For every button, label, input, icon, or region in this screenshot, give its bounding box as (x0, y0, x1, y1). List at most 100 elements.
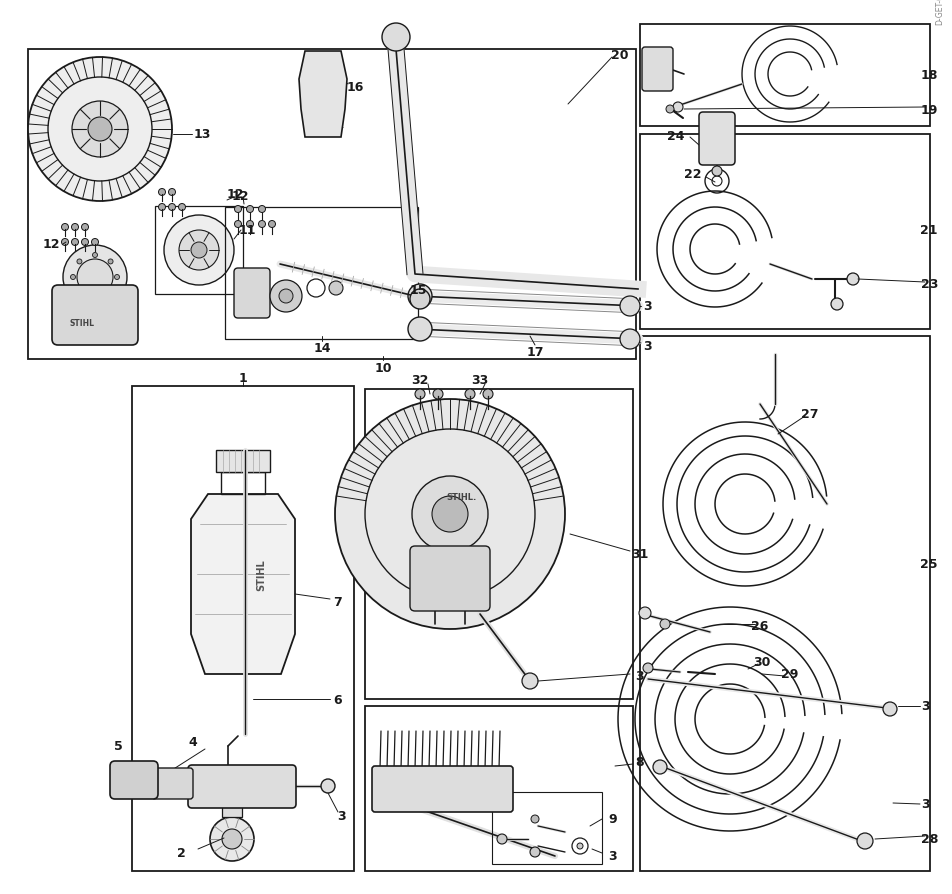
Text: 23: 23 (920, 278, 937, 291)
Bar (365, 706, 632, 871)
Text: 3: 3 (635, 670, 644, 683)
Circle shape (82, 240, 89, 246)
Text: 3: 3 (921, 700, 929, 713)
Circle shape (620, 330, 640, 350)
Bar (640, 337, 929, 871)
Bar (28, 50, 635, 359)
Circle shape (335, 400, 565, 629)
Circle shape (234, 207, 241, 214)
Text: 10: 10 (374, 361, 391, 374)
Circle shape (321, 780, 335, 793)
Circle shape (279, 290, 292, 304)
Text: 2: 2 (177, 847, 186, 859)
Circle shape (530, 815, 539, 823)
Circle shape (643, 663, 652, 673)
Circle shape (169, 204, 175, 211)
Text: 19: 19 (920, 104, 937, 116)
Circle shape (258, 207, 266, 214)
Circle shape (77, 291, 82, 296)
Text: 11: 11 (238, 224, 255, 236)
Circle shape (883, 702, 896, 716)
Text: 29: 29 (781, 668, 798, 680)
Text: 7: 7 (333, 595, 342, 609)
Circle shape (672, 103, 683, 113)
Text: 16: 16 (346, 80, 364, 93)
Circle shape (114, 275, 119, 280)
Text: 1: 1 (238, 372, 248, 385)
Text: 5: 5 (113, 739, 122, 753)
Bar (225, 207, 418, 340)
Circle shape (269, 281, 302, 313)
FancyBboxPatch shape (409, 546, 489, 611)
FancyBboxPatch shape (642, 48, 672, 92)
Text: 30: 30 (752, 656, 770, 669)
Circle shape (169, 190, 175, 197)
Polygon shape (190, 494, 295, 674)
Circle shape (108, 291, 113, 296)
FancyBboxPatch shape (371, 766, 512, 812)
Circle shape (158, 190, 166, 197)
Circle shape (576, 843, 583, 849)
Circle shape (178, 204, 186, 211)
Circle shape (108, 259, 113, 265)
FancyBboxPatch shape (109, 761, 158, 799)
Text: STIHL: STIHL (69, 319, 94, 328)
Text: 12: 12 (231, 190, 248, 203)
Circle shape (407, 317, 431, 342)
Circle shape (71, 224, 78, 232)
Text: STIHL.: STIHL. (446, 492, 477, 501)
Circle shape (522, 673, 538, 689)
Circle shape (639, 607, 650, 620)
Circle shape (88, 118, 112, 142)
Text: 8: 8 (635, 755, 644, 769)
Bar (640, 25, 929, 127)
Text: 21: 21 (920, 224, 937, 236)
Circle shape (660, 620, 669, 629)
Circle shape (529, 847, 540, 857)
Text: 12: 12 (43, 238, 60, 251)
Circle shape (830, 299, 843, 310)
Circle shape (409, 290, 429, 309)
Text: 22: 22 (684, 168, 701, 181)
FancyBboxPatch shape (151, 768, 193, 799)
Bar (365, 390, 632, 699)
Text: 26: 26 (750, 620, 768, 633)
Text: D-GET-0013-A0: D-GET-0013-A0 (935, 0, 943, 25)
Circle shape (72, 102, 128, 158)
Circle shape (247, 207, 253, 214)
Text: 25: 25 (920, 558, 937, 571)
Text: 3: 3 (643, 300, 651, 313)
Circle shape (209, 817, 254, 861)
Circle shape (846, 274, 858, 286)
Text: 24: 24 (666, 131, 684, 143)
Text: 31: 31 (630, 548, 648, 561)
Circle shape (497, 834, 506, 844)
Circle shape (190, 243, 207, 258)
Text: 14: 14 (313, 342, 330, 354)
Text: 20: 20 (610, 48, 628, 62)
Circle shape (92, 253, 97, 258)
Text: 33: 33 (471, 373, 488, 386)
Circle shape (268, 221, 275, 228)
Text: 32: 32 (411, 373, 428, 386)
Text: 15: 15 (408, 283, 426, 296)
Circle shape (465, 390, 474, 400)
Circle shape (382, 24, 409, 52)
Text: 18: 18 (920, 69, 937, 81)
Circle shape (91, 240, 98, 246)
Circle shape (92, 297, 97, 302)
Bar (155, 207, 243, 295)
Bar (491, 792, 602, 864)
Circle shape (77, 260, 113, 296)
Circle shape (620, 297, 640, 316)
Circle shape (164, 215, 234, 286)
Text: 28: 28 (920, 832, 937, 846)
Circle shape (28, 58, 171, 202)
Polygon shape (299, 52, 347, 138)
Circle shape (179, 231, 219, 271)
Bar (132, 386, 353, 871)
Circle shape (414, 390, 425, 400)
Circle shape (711, 167, 722, 177)
Text: STIHL: STIHL (256, 559, 266, 590)
Text: 12: 12 (226, 189, 244, 201)
